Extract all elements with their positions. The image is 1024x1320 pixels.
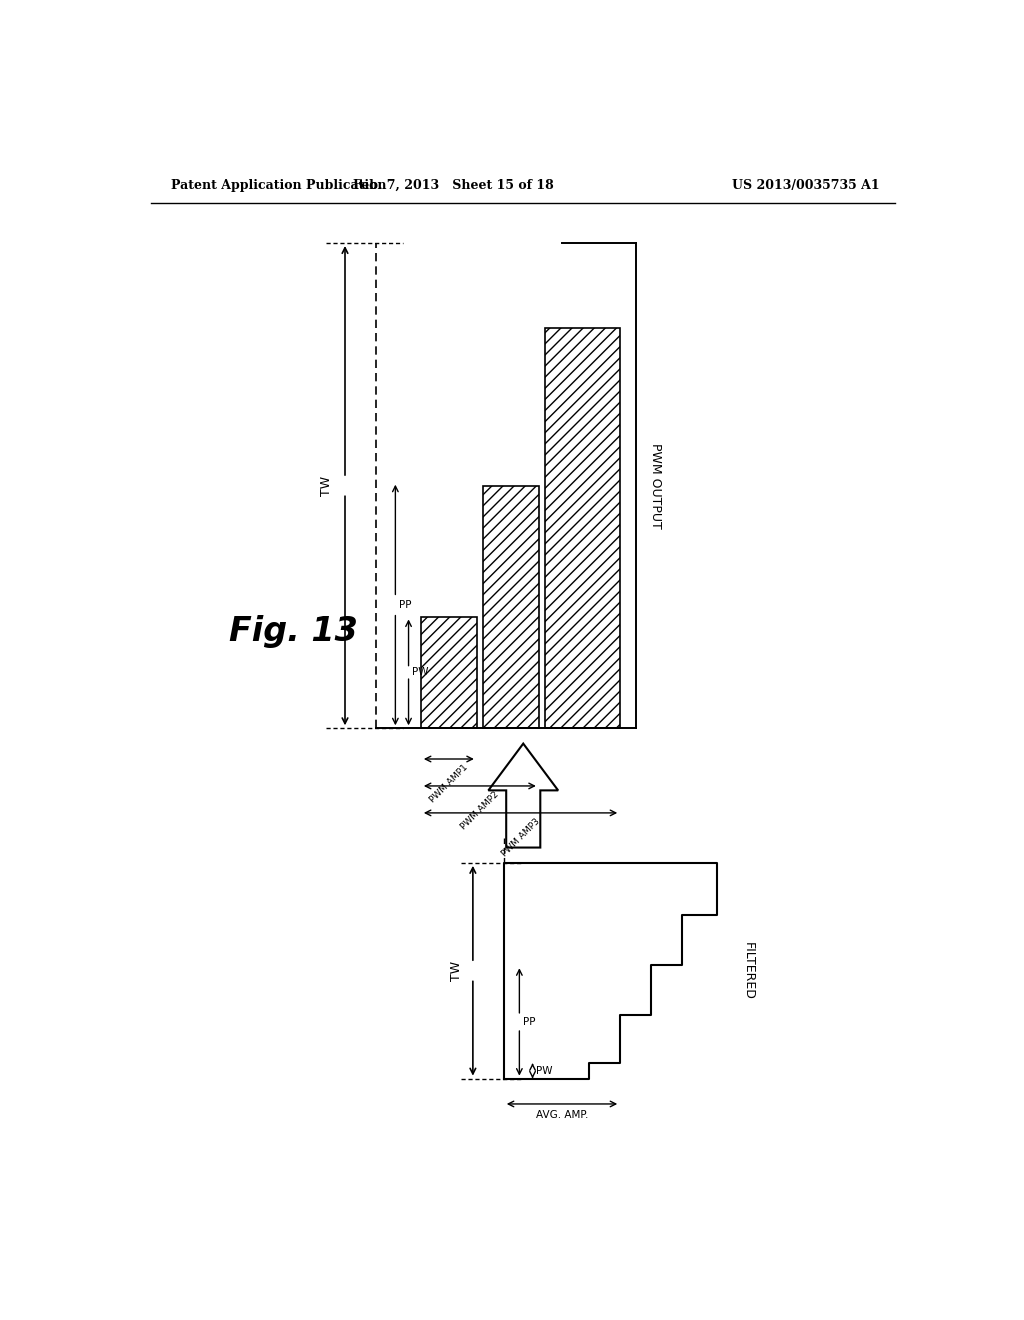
Text: PP: PP [399,601,412,610]
Text: PW: PW [413,668,429,677]
Text: FILTERED: FILTERED [741,941,755,999]
Text: AVG. AMP.: AVG. AMP. [536,1110,588,1121]
Text: TW: TW [321,475,334,496]
Bar [545,327,621,729]
Text: PW: PW [537,1065,553,1076]
Text: PWM AMP2: PWM AMP2 [459,789,501,832]
Text: PWM OUTPUT: PWM OUTPUT [648,442,662,528]
Bar [421,616,477,729]
Polygon shape [488,743,558,847]
Text: US 2013/0035735 A1: US 2013/0035735 A1 [732,178,880,191]
Text: PWM AMP1: PWM AMP1 [428,763,470,804]
Bar [483,486,539,729]
Text: Patent Application Publication: Patent Application Publication [171,178,386,191]
Text: Fig. 13: Fig. 13 [228,615,357,648]
Text: Feb. 7, 2013   Sheet 15 of 18: Feb. 7, 2013 Sheet 15 of 18 [353,178,554,191]
Text: PP: PP [523,1016,536,1027]
Text: PWM AMP3: PWM AMP3 [500,817,542,858]
Text: TW: TW [450,961,463,981]
